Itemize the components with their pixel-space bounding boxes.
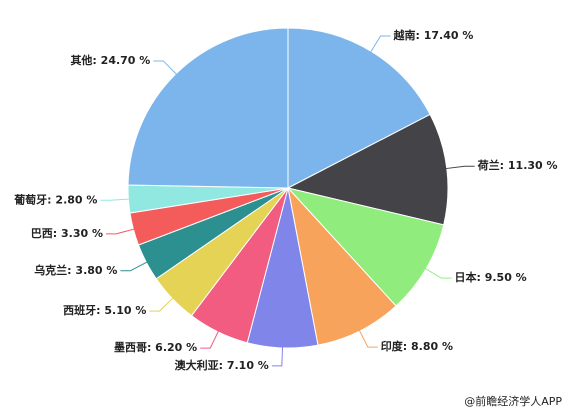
source: @前瞻经济学人APP [464, 394, 562, 408]
leader-line [271, 345, 284, 367]
data-label: 西班牙: 5.10 % [63, 303, 146, 317]
leader-line [106, 228, 136, 235]
leader-line [153, 60, 178, 76]
leader-line [120, 261, 149, 272]
leader-line [444, 165, 475, 170]
data-label: 越南: 17.40 % [393, 28, 474, 42]
data-label: 澳大利亚: 7.10 % [175, 358, 269, 372]
data-label: 葡萄牙: 2.80 % [13, 192, 97, 206]
data-label: 乌克兰: 3.80 % [34, 263, 117, 277]
data-label: 荷兰: 11.30 % [477, 158, 558, 172]
leader-line [358, 329, 378, 348]
data-label: 印度: 8.80 % [381, 339, 453, 353]
data-label: 墨西哥: 6.20 % [114, 341, 197, 354]
leader-line [423, 267, 452, 279]
leader-line [369, 35, 391, 54]
pie-slice [127, 27, 289, 189]
leader-line [100, 198, 131, 201]
leader-line [149, 296, 175, 312]
data-label: 其他: 24.70 % [70, 53, 150, 67]
data-label: 巴西: 3.30 % [31, 227, 103, 240]
data-label: 日本: 9.50 % [454, 270, 526, 284]
leader-line [200, 329, 220, 349]
